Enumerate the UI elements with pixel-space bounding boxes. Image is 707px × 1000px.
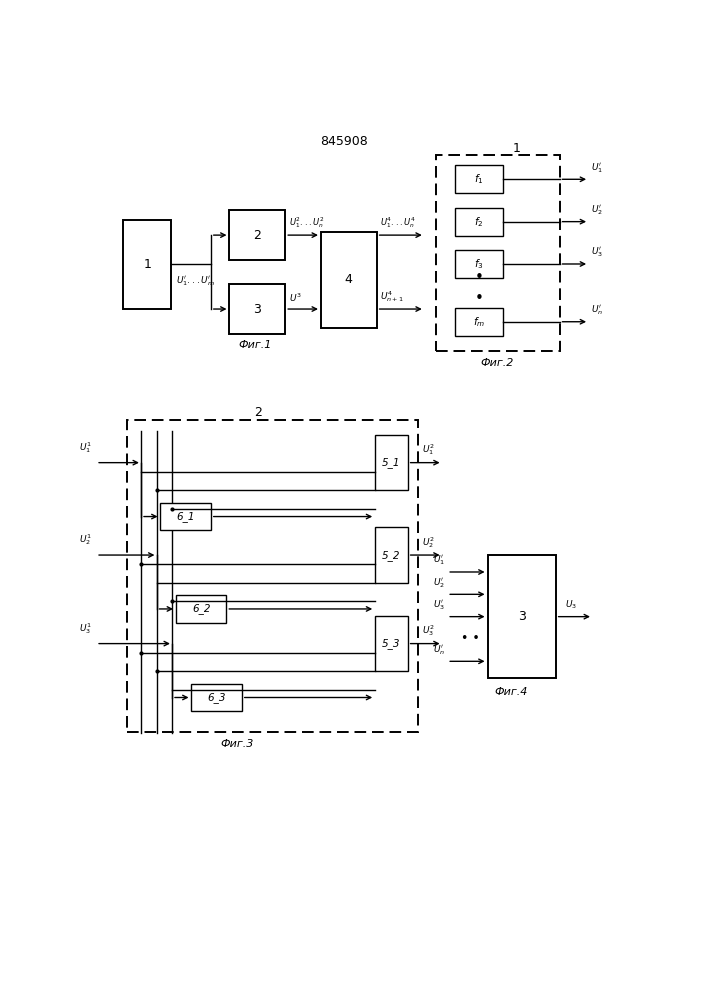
Text: $U_3$: $U_3$	[565, 599, 577, 611]
Text: 2: 2	[254, 406, 262, 419]
Text: $U_{n+1}^4$: $U_{n+1}^4$	[380, 289, 404, 304]
Text: 6_1: 6_1	[176, 511, 195, 522]
Text: $U^3$: $U^3$	[289, 292, 302, 304]
Bar	[375, 527, 408, 583]
Text: $U_1^1$: $U_1^1$	[79, 440, 92, 455]
Text: • •: • •	[461, 632, 480, 645]
Text: $U_2'$: $U_2'$	[590, 203, 602, 217]
Text: $U_3^1$: $U_3^1$	[79, 621, 92, 636]
Text: $U_2^1$: $U_2^1$	[79, 532, 92, 547]
Text: 3: 3	[518, 610, 525, 623]
Text: $U_2^2$: $U_2^2$	[421, 535, 434, 550]
Bar	[176, 595, 226, 623]
Text: $f_m$: $f_m$	[473, 315, 485, 329]
Text: $U_1'$: $U_1'$	[590, 161, 602, 175]
Text: •: •	[474, 291, 484, 306]
Text: $U_3'$: $U_3'$	[590, 246, 602, 259]
Bar	[488, 555, 556, 678]
Text: 845908: 845908	[320, 135, 368, 148]
Text: $U_3'$: $U_3'$	[433, 599, 445, 612]
Text: 6_2: 6_2	[192, 603, 211, 614]
Text: $f_2$: $f_2$	[474, 215, 484, 229]
Bar	[436, 155, 559, 351]
Text: 1: 1	[513, 142, 520, 155]
Bar	[230, 210, 285, 260]
Bar	[455, 208, 503, 235]
Text: $f_3$: $f_3$	[474, 257, 484, 271]
Bar	[455, 308, 503, 336]
Text: $U_1^4...U_n^4$: $U_1^4...U_n^4$	[380, 216, 416, 230]
Text: 5_2: 5_2	[382, 550, 401, 561]
Text: $U_3^2$: $U_3^2$	[421, 623, 434, 638]
Text: 6_3: 6_3	[207, 692, 226, 703]
Bar	[455, 165, 503, 193]
Bar	[375, 435, 408, 490]
Text: Фиг.3: Фиг.3	[221, 739, 255, 749]
Text: 5_3: 5_3	[382, 638, 401, 649]
Text: 5_1: 5_1	[382, 457, 401, 468]
Bar	[127, 420, 418, 732]
Text: $U_n'$: $U_n'$	[433, 643, 445, 657]
Text: $U_1'$: $U_1'$	[433, 554, 445, 567]
Bar	[455, 250, 503, 278]
Text: •: •	[474, 270, 484, 285]
Text: Фиг.2: Фиг.2	[481, 358, 514, 368]
Text: 2: 2	[253, 229, 262, 242]
Text: $U_1^2$: $U_1^2$	[421, 442, 434, 457]
Text: 4: 4	[345, 273, 353, 286]
Bar	[192, 684, 242, 711]
Text: $U_1'...U_m'$: $U_1'...U_m'$	[176, 274, 215, 288]
Text: $U_n'$: $U_n'$	[590, 304, 603, 317]
Bar	[230, 284, 285, 334]
Bar	[123, 220, 171, 309]
Text: $U_2'$: $U_2'$	[433, 576, 445, 590]
Bar	[375, 616, 408, 671]
Text: 1: 1	[144, 258, 151, 271]
Bar	[321, 232, 377, 328]
Text: $f_1$: $f_1$	[474, 172, 484, 186]
Text: 3: 3	[253, 303, 262, 316]
Text: Фиг.4: Фиг.4	[495, 687, 528, 697]
Text: $U_1^2...U_n^2$: $U_1^2...U_n^2$	[289, 216, 325, 230]
Text: Фиг.1: Фиг.1	[238, 340, 271, 350]
Bar	[160, 503, 211, 530]
